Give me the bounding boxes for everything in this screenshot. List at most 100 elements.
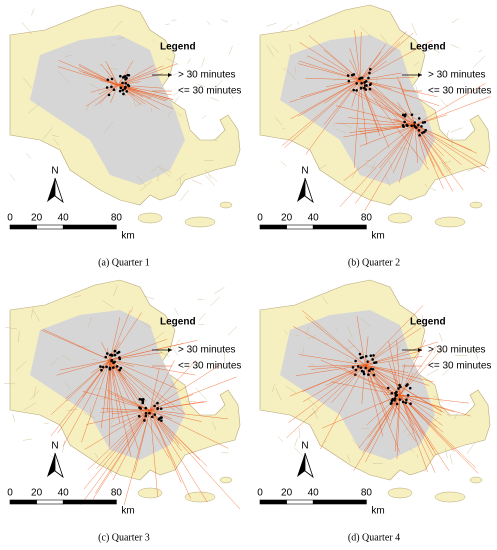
flow-line [359,79,438,97]
flow-line [343,368,401,396]
trip-point [364,354,368,358]
flow-line [305,79,361,155]
legend-item: <= 30 minutes [428,86,491,97]
town-border [135,102,143,107]
trip-point [141,401,145,405]
map-panel: Legend > 30 minutes <= 30 minutes N 0 20 40 80 k… [257,279,491,543]
flow-line [149,409,182,452]
north-arrow [304,452,314,479]
flow-line [399,394,479,474]
town-border [228,90,234,99]
trip-point [409,402,412,405]
town-border [12,413,16,422]
town-border [197,84,205,87]
town-border [31,8,35,16]
town-border [207,174,212,179]
town-border [44,422,49,424]
trip-point [364,80,368,83]
flow-line [364,327,422,366]
town-border [99,396,109,401]
town-border [174,96,180,104]
scale-unit: km [371,506,384,517]
town-border [130,306,134,313]
flow-line [399,81,416,126]
flow-line [347,339,401,396]
town-border [285,385,297,394]
north-arrow [47,453,55,477]
town-border [472,55,486,68]
scale-label: 20 [281,213,293,224]
flow-line [109,359,180,390]
flow-line [308,35,361,81]
town-border [360,318,371,327]
trip-point [144,414,148,418]
trip-point [121,88,125,92]
town-border [141,386,147,395]
trip-point [417,129,421,132]
flow-line [389,394,401,428]
flow-line [364,364,434,383]
town-border [204,169,218,182]
trip-point [368,369,371,373]
town-border [333,76,342,81]
town-border [287,70,297,81]
flow-line [394,394,401,452]
town-border [277,435,283,442]
trip-point [395,402,399,406]
town-border [433,395,444,403]
trip-point [126,83,130,87]
town-border [212,421,217,431]
town-border [209,97,220,101]
town-border [18,330,20,343]
town-border [410,147,417,155]
trip-point [123,87,127,90]
trip-point [362,372,366,376]
trip-point [404,401,408,405]
scale-segment [259,224,287,230]
trip-point [137,414,141,418]
town-border [176,172,186,182]
north-label: N [51,441,58,452]
town-border [380,34,388,45]
town-border [22,77,32,89]
trip-point [138,397,142,401]
town-border [324,440,327,443]
flow-line [149,409,241,510]
flow-line [98,84,119,95]
flow-line [149,363,222,411]
flow-line [358,124,416,132]
flow-line [367,79,416,126]
trip-point [101,365,105,369]
town-border [445,412,451,417]
flow-line [364,364,430,386]
flow-line [149,409,208,503]
north-arrow [304,177,314,204]
trip-point [405,398,408,402]
flow-line [58,66,119,86]
flow-line [325,364,366,386]
town-border [360,26,372,38]
flow-line [105,69,119,86]
trip-point [107,93,111,97]
town-border [283,67,287,71]
trip-point [112,366,115,369]
flow-line [289,79,361,103]
town-border [336,128,347,133]
trip-point [144,406,148,410]
flow-line [414,124,489,169]
town-border [280,161,287,167]
town-border [104,463,113,475]
flow-line [117,65,164,86]
trip-point [354,368,358,372]
trip-point [398,398,402,401]
flow-line [78,70,119,86]
legend-item: > 30 minutes [428,70,486,81]
trip-point [118,89,122,93]
town-border [275,117,283,126]
island [469,476,483,484]
trip-point [144,412,148,415]
trip-point [367,373,370,376]
trip-point [140,398,144,401]
town-border [347,325,353,338]
flow-line [364,336,369,366]
